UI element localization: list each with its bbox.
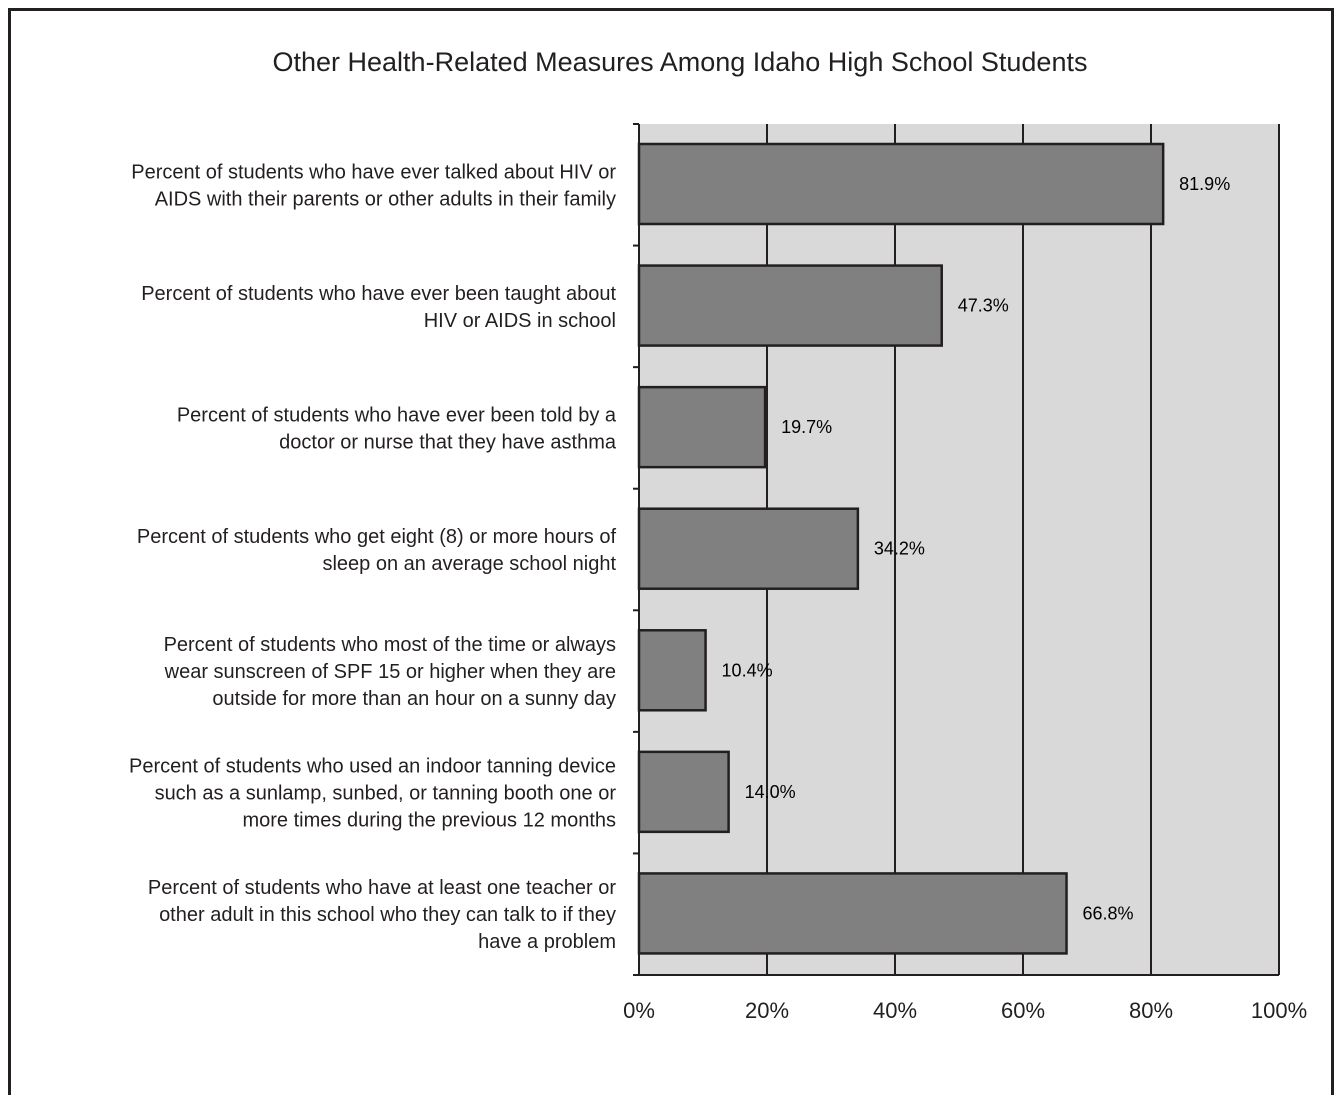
value-label: 14.0%	[745, 782, 796, 802]
bar	[637, 507, 860, 590]
value-label: 81.9%	[1179, 174, 1230, 194]
bar	[637, 142, 1165, 226]
chart-frame	[8, 8, 1334, 1095]
x-tick-label: 0%	[623, 998, 655, 1023]
category-label-line: such as a sunlamp, sunbed, or tanning bo…	[155, 783, 617, 805]
x-tick-label: 60%	[1001, 998, 1045, 1023]
category-label-line: Percent of students who have ever been t…	[141, 283, 616, 305]
category-label-line: HIV or AIDS in school	[424, 310, 616, 332]
x-axis-tick-labels: 0% 20% 40% 60% 80% 100%	[623, 998, 1307, 1023]
category-label-line: sleep on an average school night	[322, 553, 616, 575]
x-tick-label: 100%	[1251, 998, 1307, 1023]
bars	[637, 142, 1165, 955]
category-label: Percent of students who have ever been t…	[177, 404, 617, 453]
category-label: Percent of students who have ever been t…	[141, 283, 616, 332]
category-labels: Percent of students who have ever talked…	[129, 161, 617, 953]
value-labels: 81.9% 47.3% 19.7% 34.2% 10.4% 14.0% 66.8%	[722, 174, 1231, 923]
category-label-line: wear sunscreen of SPF 15 or higher when …	[164, 661, 616, 683]
category-label: Percent of students who get eight (8) or…	[137, 526, 617, 575]
category-label: Percent of students who most of the time…	[164, 634, 616, 710]
bar	[637, 872, 1068, 955]
chart-title: Other Health-Related Measures Among Idah…	[273, 47, 1088, 77]
value-label: 19.7%	[781, 417, 832, 437]
category-label-line: Percent of students who most of the time…	[164, 634, 616, 656]
category-label-line: doctor or nurse that they have asthma	[279, 431, 617, 453]
category-label-line: AIDS with their parents or other adults …	[155, 188, 616, 210]
category-label-line: Percent of students who have ever been t…	[177, 404, 617, 426]
category-label-line: have a problem	[478, 931, 616, 953]
value-label: 34.2%	[874, 539, 925, 559]
x-tick-label: 80%	[1129, 998, 1173, 1023]
category-label-line: outside for more than an hour on a sunny…	[212, 688, 616, 710]
category-label-line: more times during the previous 12 months	[242, 810, 616, 832]
x-tick-label: 40%	[873, 998, 917, 1023]
value-label: 66.8%	[1083, 903, 1134, 923]
bar	[637, 264, 943, 347]
category-label: Percent of students who have ever talked…	[131, 161, 616, 210]
category-label: Percent of students who used an indoor t…	[129, 756, 616, 832]
category-label-line: Percent of students who have ever talked…	[131, 161, 616, 183]
category-label-line: Percent of students who used an indoor t…	[129, 756, 616, 778]
bar	[637, 385, 767, 469]
category-label-line: Percent of students who get eight (8) or…	[137, 526, 617, 548]
value-label: 10.4%	[722, 660, 773, 680]
category-label: Percent of students who have at least on…	[148, 877, 616, 953]
x-tick-label: 20%	[745, 998, 789, 1023]
bar	[637, 629, 707, 712]
bar	[637, 750, 730, 834]
value-label: 47.3%	[958, 296, 1009, 316]
category-label-line: other adult in this school who they can …	[159, 904, 616, 926]
category-label-line: Percent of students who have at least on…	[148, 877, 616, 899]
